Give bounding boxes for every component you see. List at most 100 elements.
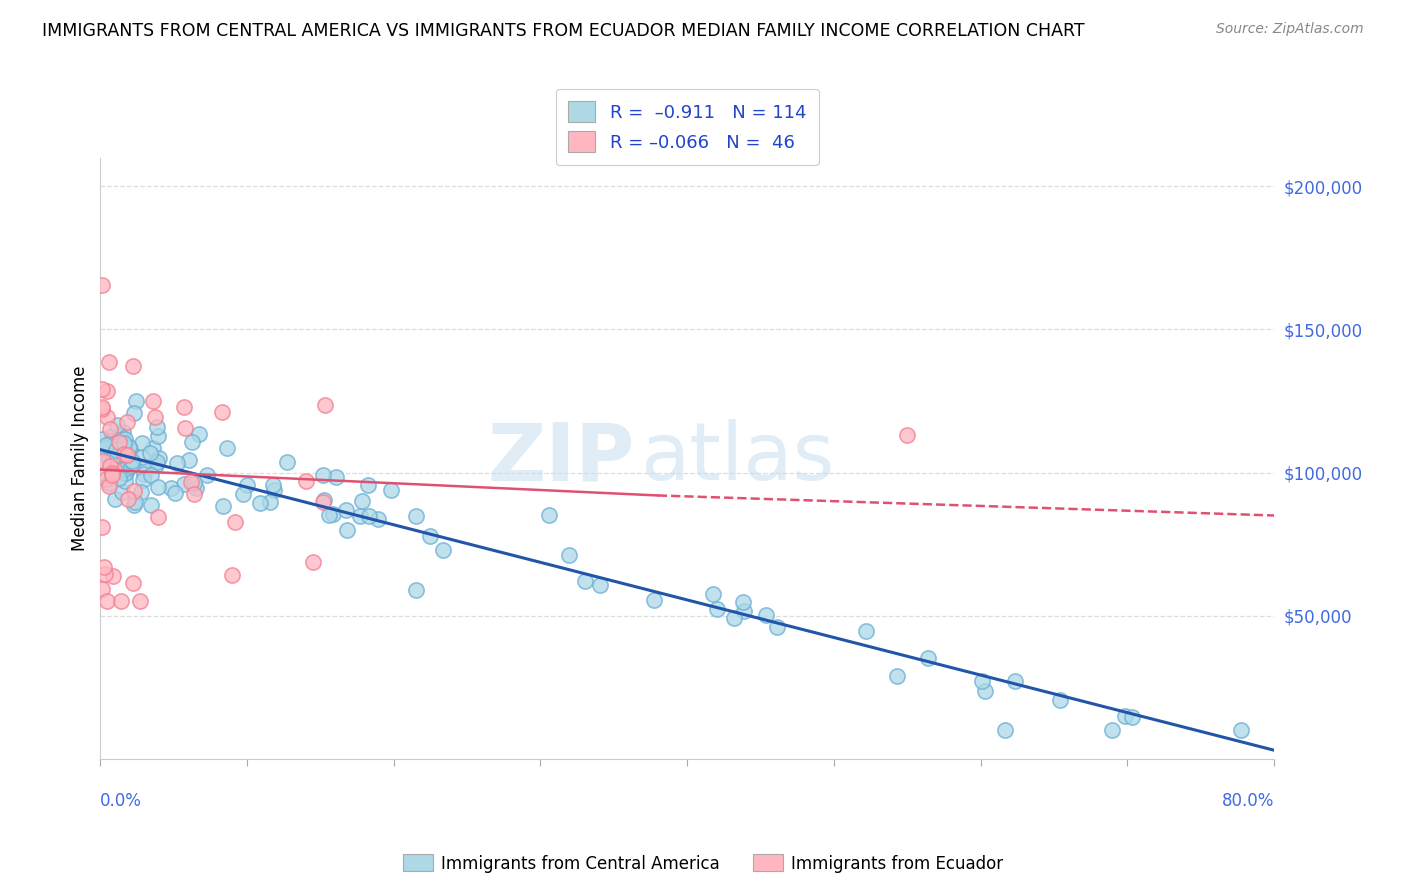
Point bbox=[122, 498, 145, 512]
Point bbox=[294, 474, 316, 488]
Point bbox=[93, 467, 115, 481]
Point bbox=[325, 469, 347, 483]
Point bbox=[98, 422, 121, 436]
Point bbox=[142, 394, 165, 409]
Point bbox=[143, 409, 166, 424]
Point bbox=[96, 594, 118, 608]
Point bbox=[112, 447, 135, 461]
Text: 80.0%: 80.0% bbox=[1222, 792, 1274, 810]
Point bbox=[142, 442, 165, 456]
Point bbox=[183, 487, 205, 501]
Point bbox=[114, 432, 136, 446]
Point bbox=[318, 508, 340, 522]
Point bbox=[1101, 723, 1123, 738]
Point bbox=[108, 471, 131, 485]
Point bbox=[262, 478, 284, 492]
Point bbox=[212, 500, 235, 514]
Point bbox=[733, 604, 755, 618]
Point bbox=[97, 355, 120, 369]
Point bbox=[367, 512, 389, 526]
Point bbox=[211, 405, 233, 419]
Point bbox=[96, 409, 118, 424]
Point bbox=[139, 467, 162, 482]
Point bbox=[112, 436, 135, 450]
Point bbox=[432, 543, 454, 558]
Legend: Immigrants from Central America, Immigrants from Ecuador: Immigrants from Central America, Immigra… bbox=[396, 847, 1010, 880]
Point bbox=[108, 457, 131, 471]
Point bbox=[93, 559, 115, 574]
Point bbox=[301, 555, 323, 569]
Y-axis label: Median Family Income: Median Family Income bbox=[72, 366, 89, 551]
Point bbox=[100, 429, 122, 443]
Point bbox=[124, 494, 146, 508]
Point bbox=[1004, 674, 1026, 689]
Point bbox=[98, 479, 121, 493]
Point bbox=[131, 436, 153, 450]
Point bbox=[173, 476, 195, 491]
Point bbox=[98, 476, 121, 491]
Point bbox=[184, 481, 207, 495]
Point bbox=[90, 277, 112, 292]
Legend: R =  –0.911   N = 114, R = –0.066   N =  46: R = –0.911 N = 114, R = –0.066 N = 46 bbox=[555, 88, 818, 165]
Point bbox=[129, 485, 152, 500]
Point bbox=[91, 454, 114, 468]
Point bbox=[114, 467, 136, 481]
Point bbox=[145, 420, 167, 434]
Point bbox=[124, 394, 146, 409]
Point bbox=[104, 491, 127, 506]
Point bbox=[994, 723, 1017, 738]
Point bbox=[146, 454, 169, 468]
Text: 0.0%: 0.0% bbox=[100, 792, 142, 810]
Point bbox=[357, 478, 380, 492]
Point bbox=[101, 466, 124, 480]
Point bbox=[314, 398, 336, 412]
Point bbox=[118, 440, 141, 454]
Point bbox=[145, 458, 167, 472]
Point bbox=[101, 569, 124, 583]
Point bbox=[103, 462, 125, 476]
Point bbox=[141, 499, 163, 513]
Point bbox=[970, 674, 993, 689]
Point bbox=[111, 425, 134, 440]
Point bbox=[405, 508, 427, 523]
Point bbox=[146, 510, 169, 524]
Point bbox=[538, 508, 561, 522]
Point bbox=[160, 482, 183, 496]
Point bbox=[224, 516, 246, 530]
Point bbox=[96, 384, 118, 399]
Point bbox=[100, 434, 122, 449]
Point bbox=[917, 651, 939, 665]
Point bbox=[94, 567, 117, 582]
Point bbox=[138, 446, 160, 460]
Point bbox=[349, 509, 371, 524]
Point bbox=[101, 450, 124, 465]
Point bbox=[380, 483, 402, 497]
Point bbox=[114, 475, 136, 489]
Point bbox=[166, 456, 188, 470]
Point bbox=[336, 523, 359, 537]
Point bbox=[1230, 723, 1253, 738]
Point bbox=[165, 486, 187, 500]
Point bbox=[117, 491, 139, 506]
Point bbox=[90, 382, 112, 396]
Point bbox=[574, 574, 596, 588]
Point bbox=[94, 438, 117, 452]
Point bbox=[706, 601, 728, 615]
Point bbox=[122, 484, 145, 499]
Point bbox=[335, 503, 357, 517]
Point bbox=[405, 582, 427, 597]
Point bbox=[181, 434, 204, 449]
Point bbox=[974, 684, 997, 698]
Point bbox=[104, 435, 127, 450]
Point bbox=[122, 359, 145, 374]
Point bbox=[114, 466, 136, 480]
Point bbox=[105, 417, 128, 432]
Point bbox=[112, 441, 135, 455]
Point bbox=[723, 611, 745, 625]
Point bbox=[91, 432, 114, 446]
Point bbox=[110, 594, 132, 608]
Point bbox=[134, 467, 156, 481]
Point bbox=[90, 402, 112, 417]
Point bbox=[259, 494, 281, 508]
Text: Source: ZipAtlas.com: Source: ZipAtlas.com bbox=[1216, 22, 1364, 37]
